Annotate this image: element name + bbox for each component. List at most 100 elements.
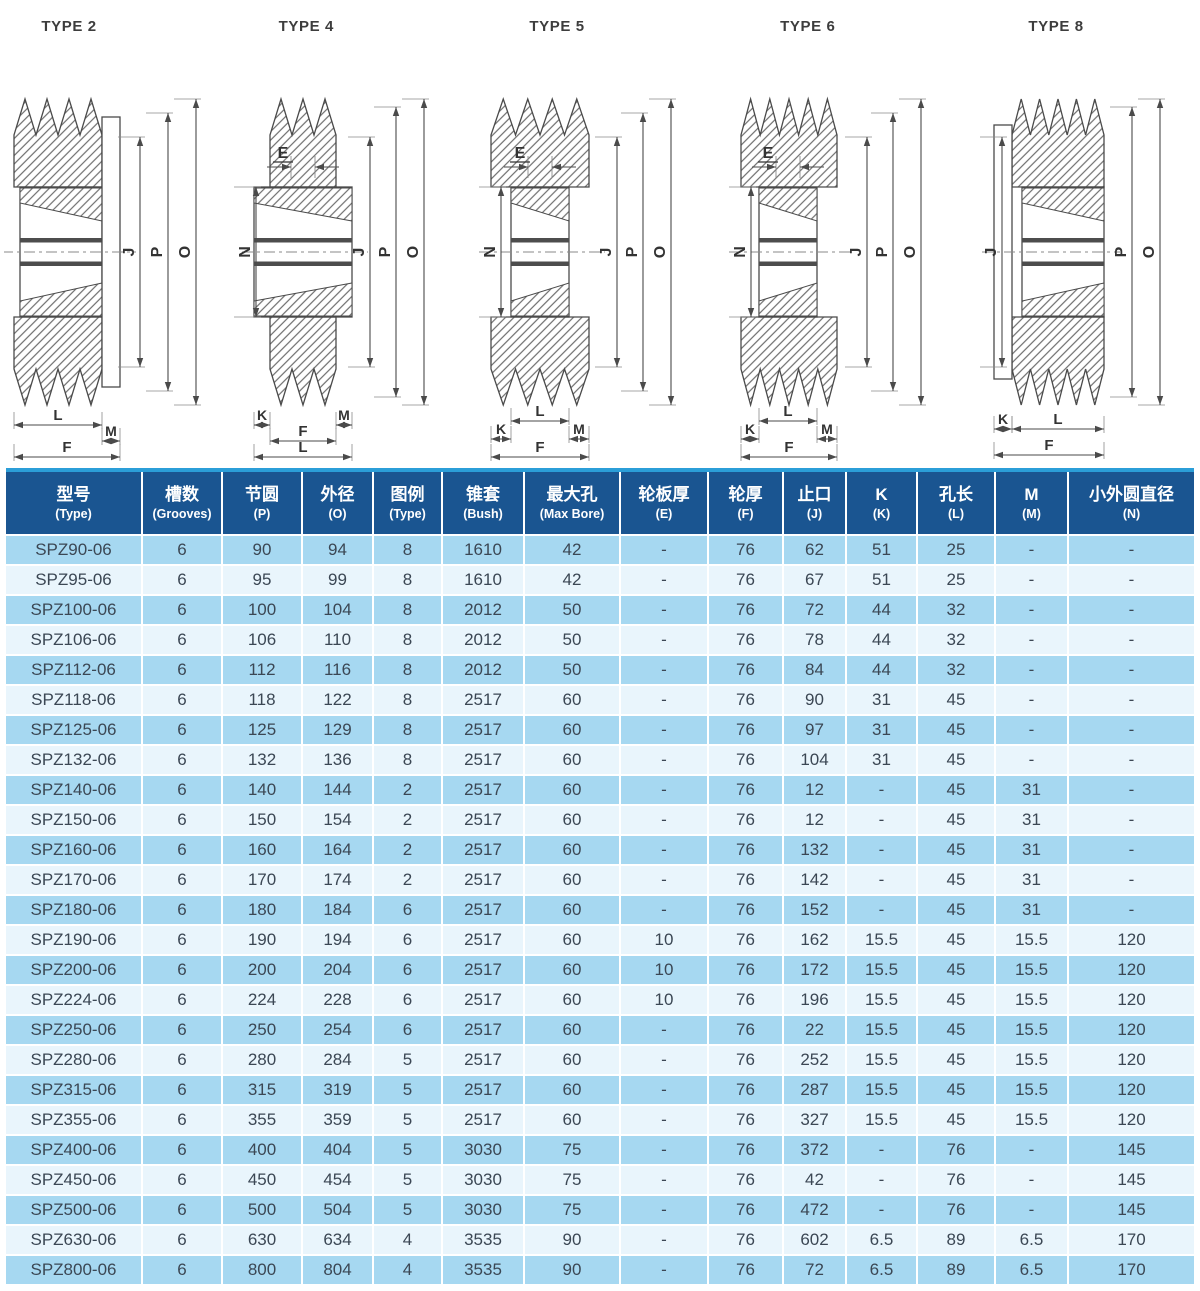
value-cell: -: [995, 715, 1069, 746]
value-cell: 630: [222, 1225, 303, 1256]
value-cell: 6: [373, 1015, 443, 1046]
column-header-n: 小外圆直径 (N): [1068, 472, 1194, 536]
value-cell: 145: [1068, 1165, 1194, 1196]
value-cell: 15.5: [846, 1045, 918, 1076]
value-cell: 60: [524, 685, 621, 716]
value-cell: 2: [373, 775, 443, 806]
value-cell: 327: [783, 1105, 847, 1136]
value-cell: 6: [373, 985, 443, 1016]
value-cell: 174: [302, 865, 374, 896]
model-cell: SPZ250-06: [6, 1015, 143, 1046]
value-cell: 44: [846, 655, 918, 686]
model-cell: SPZ800-06: [6, 1255, 143, 1284]
spec-table: 型号 (Type) 槽数 (Grooves) 节圆 (P) 外径 (O) 图例 (Type) 锥套(…: [6, 472, 1194, 1284]
value-cell: 76: [708, 535, 784, 566]
value-cell: 76: [708, 835, 784, 866]
value-cell: 2517: [442, 1015, 525, 1046]
value-cell: 3030: [442, 1135, 525, 1166]
value-cell: -: [620, 655, 709, 686]
value-cell: 2012: [442, 625, 525, 656]
value-cell: 60: [524, 925, 621, 956]
value-cell: 2517: [442, 805, 525, 836]
value-cell: 6.5: [846, 1255, 918, 1284]
value-cell: 76: [708, 775, 784, 806]
value-cell: 90: [524, 1255, 621, 1284]
value-cell: 359: [302, 1105, 374, 1136]
value-cell: 76: [917, 1195, 996, 1226]
value-cell: 196: [783, 985, 847, 1016]
value-cell: 2: [373, 835, 443, 866]
value-cell: -: [1068, 595, 1194, 626]
value-cell: 120: [1068, 925, 1194, 956]
value-cell: 45: [917, 1045, 996, 1076]
value-cell: 287: [783, 1075, 847, 1106]
dim-label-L: L: [784, 403, 793, 420]
value-cell: 76: [917, 1135, 996, 1166]
value-cell: 120: [1068, 955, 1194, 986]
table-row-spz100-06: SPZ100-06 6 100 104 8 2012 50-76 72 44 32- -: [6, 595, 1194, 626]
value-cell: 76: [708, 1225, 784, 1256]
value-cell: -: [995, 1165, 1069, 1196]
value-cell: 60: [524, 775, 621, 806]
value-cell: 76: [708, 925, 784, 956]
value-cell: 6: [142, 1105, 223, 1136]
value-cell: 10: [620, 955, 709, 986]
value-cell: 51: [846, 535, 918, 566]
value-cell: 42: [524, 535, 621, 566]
value-cell: 45: [917, 775, 996, 806]
dim-label-F: F: [785, 439, 794, 456]
value-cell: 144: [302, 775, 374, 806]
value-cell: 319: [302, 1075, 374, 1106]
value-cell: 60: [524, 1105, 621, 1136]
value-cell: 76: [708, 1165, 784, 1196]
value-cell: 5: [373, 1165, 443, 1196]
value-cell: 44: [846, 595, 918, 626]
value-cell: 76: [708, 1105, 784, 1136]
value-cell: 22: [783, 1015, 847, 1046]
table-row-spz355-06: SPZ355-06 6 355 359 5 2517 60-76 327 15.5 45 15.5 1…: [6, 1105, 1194, 1136]
dim-label-P: P: [874, 246, 891, 257]
dim-label-J: J: [848, 248, 865, 257]
value-cell: 1610: [442, 565, 525, 596]
value-cell: 84: [783, 655, 847, 686]
dim-label-O: O: [652, 246, 669, 258]
value-cell: 6: [373, 895, 443, 926]
value-cell: 122: [302, 685, 374, 716]
table-row-spz250-06: SPZ250-06 6 250 254 6 2517 60-76 22 15.5 45 15.5 12…: [6, 1015, 1194, 1046]
value-cell: 32: [917, 625, 996, 656]
table-row-spz190-06: SPZ190-06 6 190 194 6 2517 60 10 76 162 15.5 45 15.5…: [6, 925, 1194, 956]
value-cell: 75: [524, 1195, 621, 1226]
value-cell: 60: [524, 715, 621, 746]
value-cell: 3535: [442, 1225, 525, 1256]
value-cell: 6: [142, 565, 223, 596]
value-cell: 2517: [442, 985, 525, 1016]
column-header-f: 轮厚 (F): [708, 472, 784, 536]
value-cell: 45: [917, 865, 996, 896]
value-cell: -: [620, 835, 709, 866]
value-cell: -: [620, 535, 709, 566]
table-row-spz90-06: SPZ90-06 6 90 94 8 1610 42-76 62 51 25- -: [6, 535, 1194, 566]
dim-label-F: F: [535, 439, 544, 456]
column-header-type: 型号 (Type): [6, 472, 143, 536]
value-cell: 6: [142, 715, 223, 746]
value-cell: 1610: [442, 535, 525, 566]
diagram-title-type-6: TYPE 6: [780, 18, 836, 35]
value-cell: 120: [1068, 1105, 1194, 1136]
value-cell: -: [995, 685, 1069, 716]
value-cell: 2517: [442, 745, 525, 776]
value-cell: 110: [302, 625, 374, 656]
value-cell: 76: [708, 1195, 784, 1226]
dim-label-O: O: [1141, 246, 1158, 258]
value-cell: 31: [995, 865, 1069, 896]
diagram-title-type-4: TYPE 4: [278, 18, 334, 35]
value-cell: -: [620, 1195, 709, 1226]
value-cell: -: [1068, 835, 1194, 866]
model-cell: SPZ132-06: [6, 745, 143, 776]
model-cell: SPZ315-06: [6, 1075, 143, 1106]
value-cell: 90: [222, 535, 303, 566]
value-cell: 3535: [442, 1255, 525, 1284]
value-cell: 184: [302, 895, 374, 926]
value-cell: 6: [142, 1165, 223, 1196]
dim-label-M: M: [821, 421, 833, 437]
value-cell: 6: [142, 625, 223, 656]
